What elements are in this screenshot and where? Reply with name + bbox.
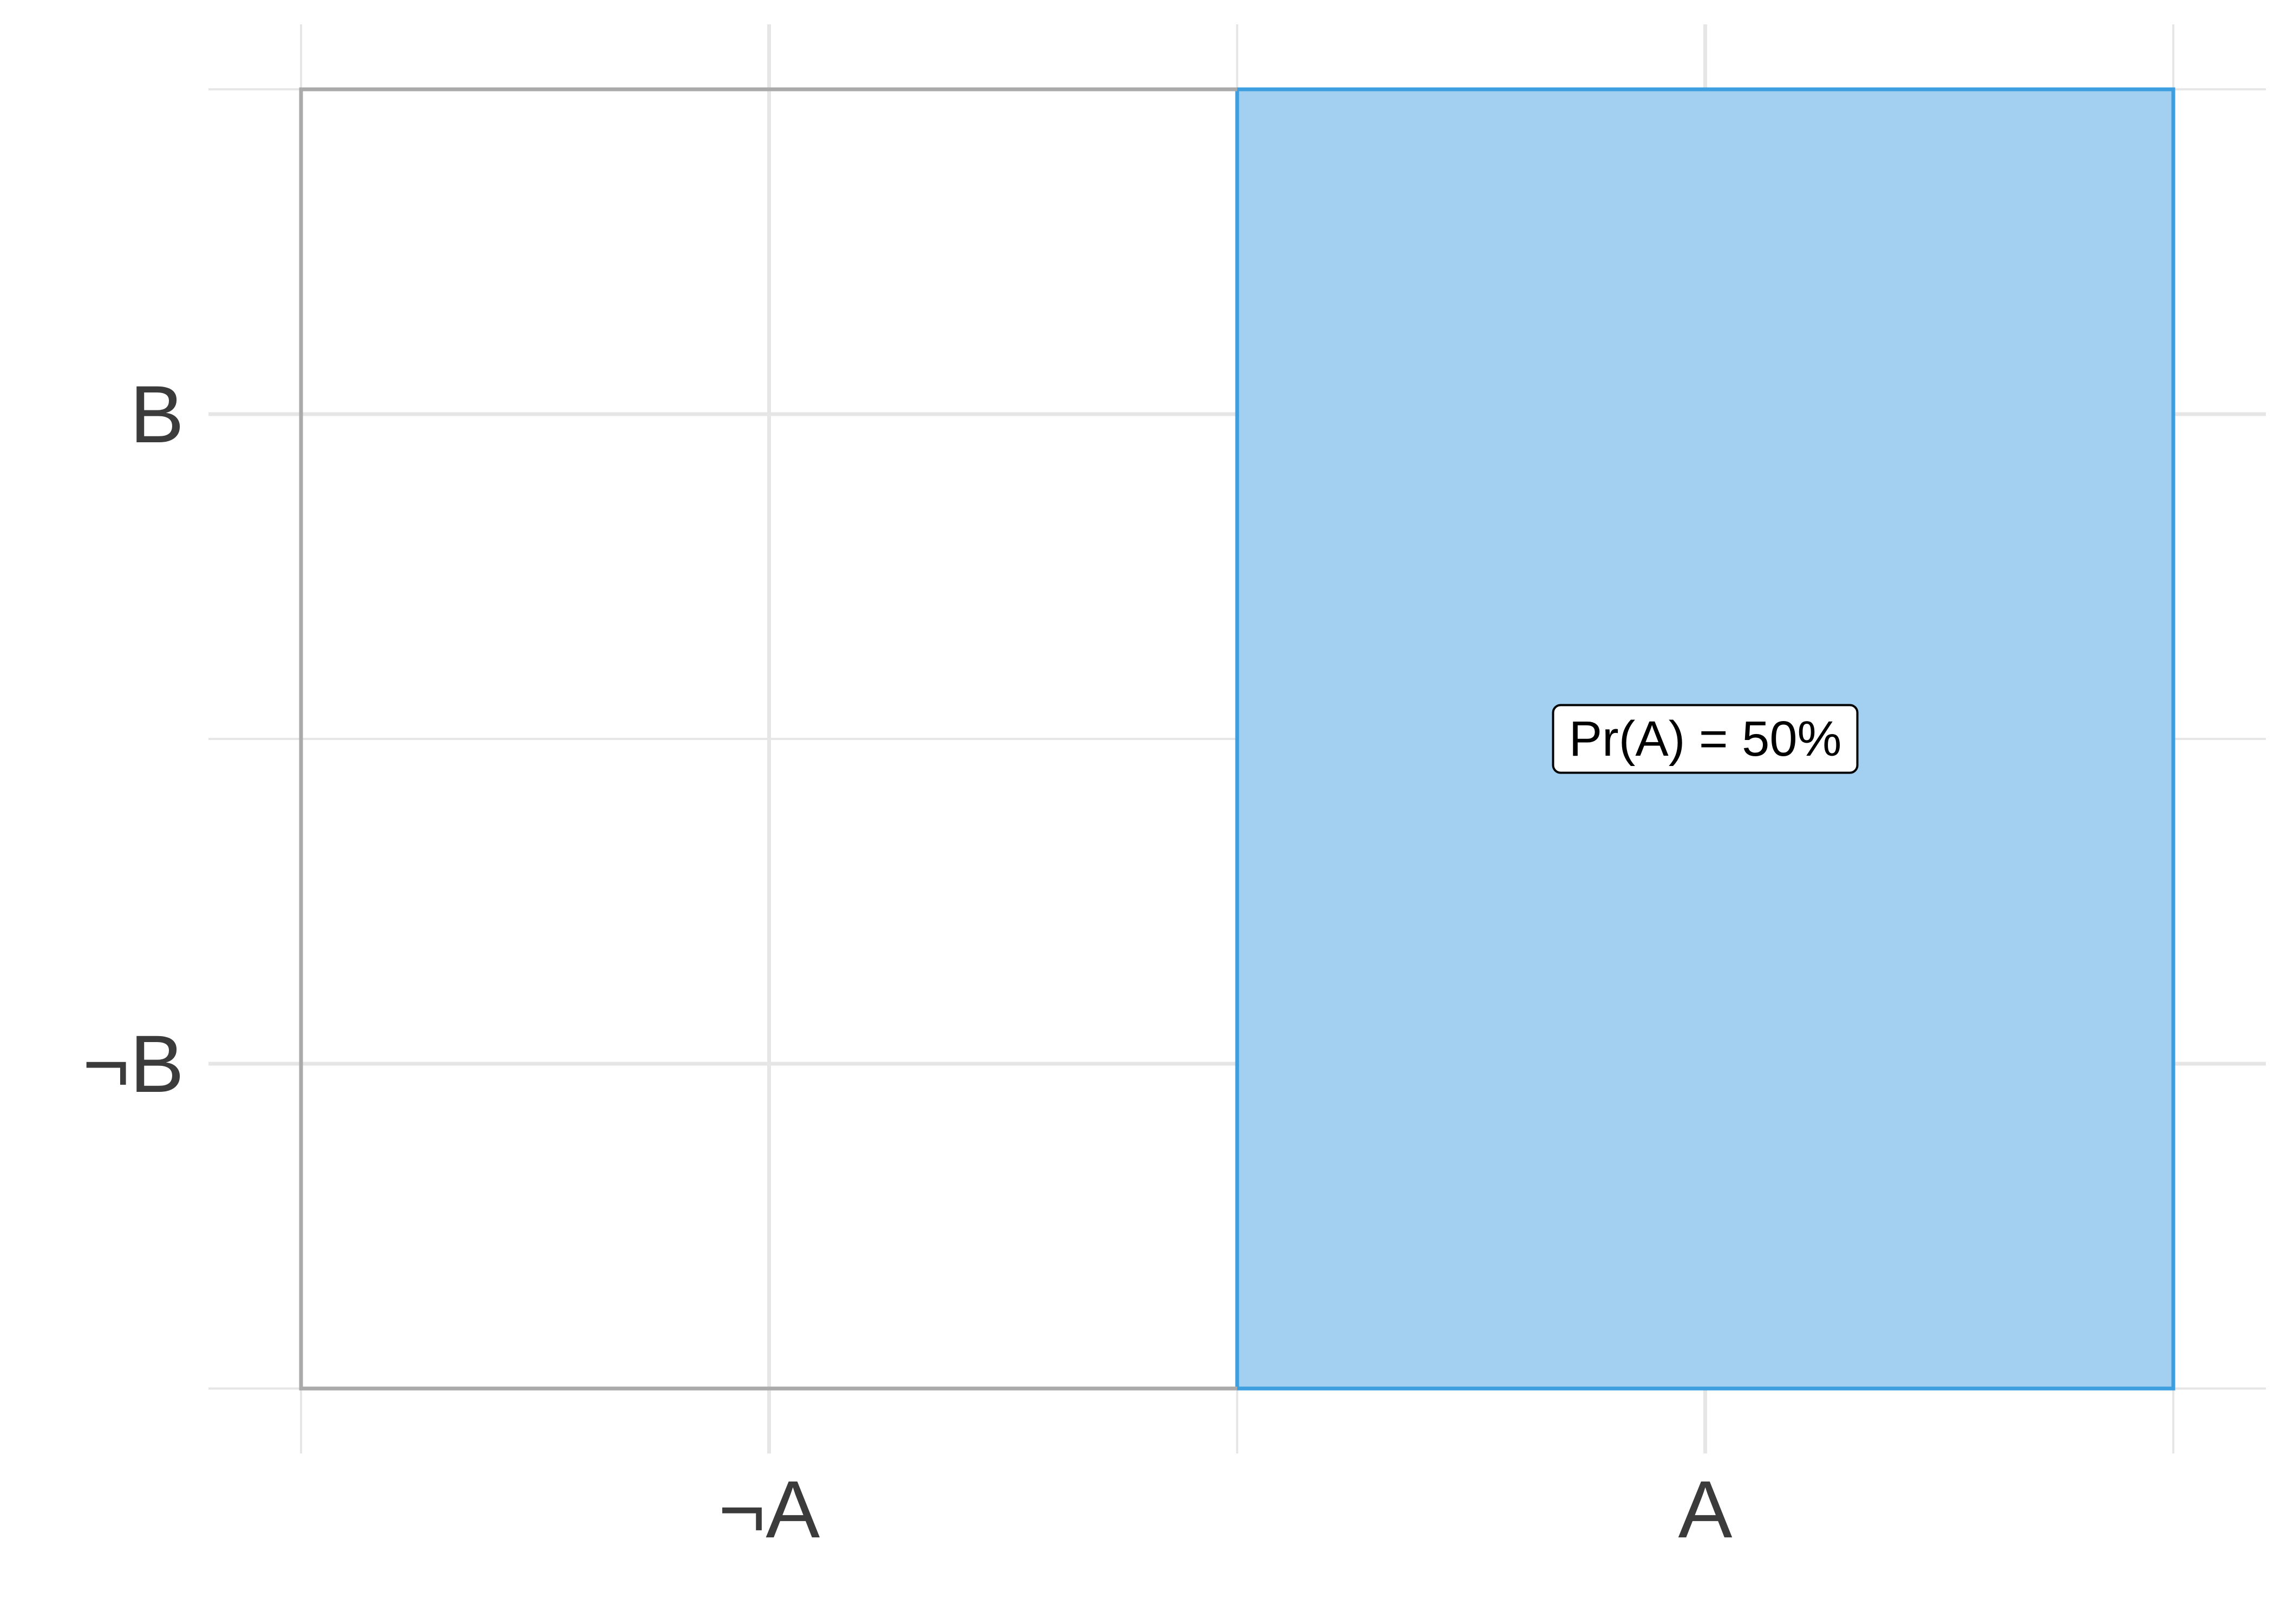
y-tick-label: B <box>130 369 184 460</box>
axis-labels: ¬A A ¬B B <box>82 369 1732 1555</box>
sample-space-outline <box>299 87 1237 1391</box>
annotation-label: Pr(A) = 50% <box>1569 711 1842 767</box>
y-tick-label: ¬B <box>82 1018 184 1109</box>
x-tick-label: A <box>1678 1464 1732 1555</box>
annotation: Pr(A) = 50% <box>1552 704 1859 774</box>
sample-space-outline <box>299 87 1237 1391</box>
annotation-label-box <box>1552 704 1859 774</box>
x-tick-label: ¬A <box>718 1464 820 1555</box>
